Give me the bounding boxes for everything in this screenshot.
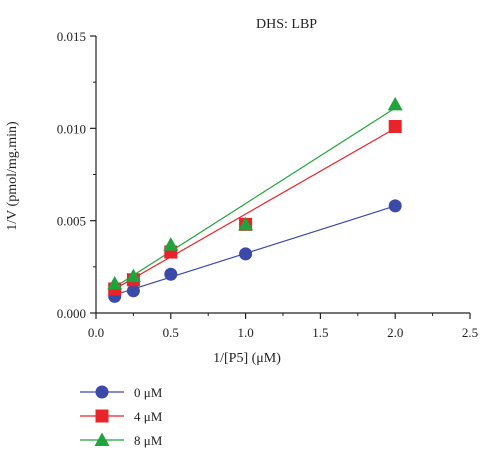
data-point-triangle xyxy=(163,237,179,251)
data-point-circle xyxy=(239,247,253,261)
legend-marker-triangle xyxy=(94,432,110,446)
data-point-circle xyxy=(126,284,140,298)
data-points xyxy=(107,96,403,303)
fit-line-square xyxy=(114,127,396,290)
data-point-triangle xyxy=(125,268,141,283)
x-tick-label: 1.0 xyxy=(237,325,253,340)
axes: 0.0 0.5 1.0 1.5 2.0 2.5 0.000 0.005 0.010 0.015 xyxy=(57,29,478,340)
legend-marker-square xyxy=(95,409,109,423)
data-point-square xyxy=(388,119,402,133)
data-point-triangle xyxy=(387,96,403,111)
fit-line-triangle xyxy=(114,107,396,288)
x-tick-label: 2.0 xyxy=(387,325,403,340)
x-tick-label: 2.5 xyxy=(462,325,478,340)
x-tick-label: 1.5 xyxy=(312,325,328,340)
x-tick-label: 0.5 xyxy=(163,325,179,340)
data-point-circle xyxy=(164,267,178,281)
fit-line-circle xyxy=(114,205,396,296)
x-axis-label: 1/[P5] (μM) xyxy=(213,351,281,366)
chart-title: DHS: LBP xyxy=(256,17,317,32)
legend-marker-circle xyxy=(95,385,109,399)
data-point-triangle xyxy=(107,275,123,290)
data-point-triangle xyxy=(238,216,254,231)
y-tick-label: 0.015 xyxy=(57,29,86,44)
legend-label: 0 μM xyxy=(134,385,163,400)
data-point-circle xyxy=(388,199,402,213)
y-tick-label: 0.010 xyxy=(57,121,86,136)
x-tick-label: 0.0 xyxy=(88,325,104,340)
legend: 0 μM 4 μM 8 μM xyxy=(80,385,163,448)
y-tick-label: 0.000 xyxy=(57,306,86,321)
fit-lines xyxy=(114,107,396,296)
y-axis-label: 1/V (pmol/mg.min) xyxy=(5,121,20,231)
y-tick-label: 0.005 xyxy=(57,214,86,229)
legend-label: 8 μM xyxy=(134,433,163,448)
legend-label: 4 μM xyxy=(134,409,163,424)
